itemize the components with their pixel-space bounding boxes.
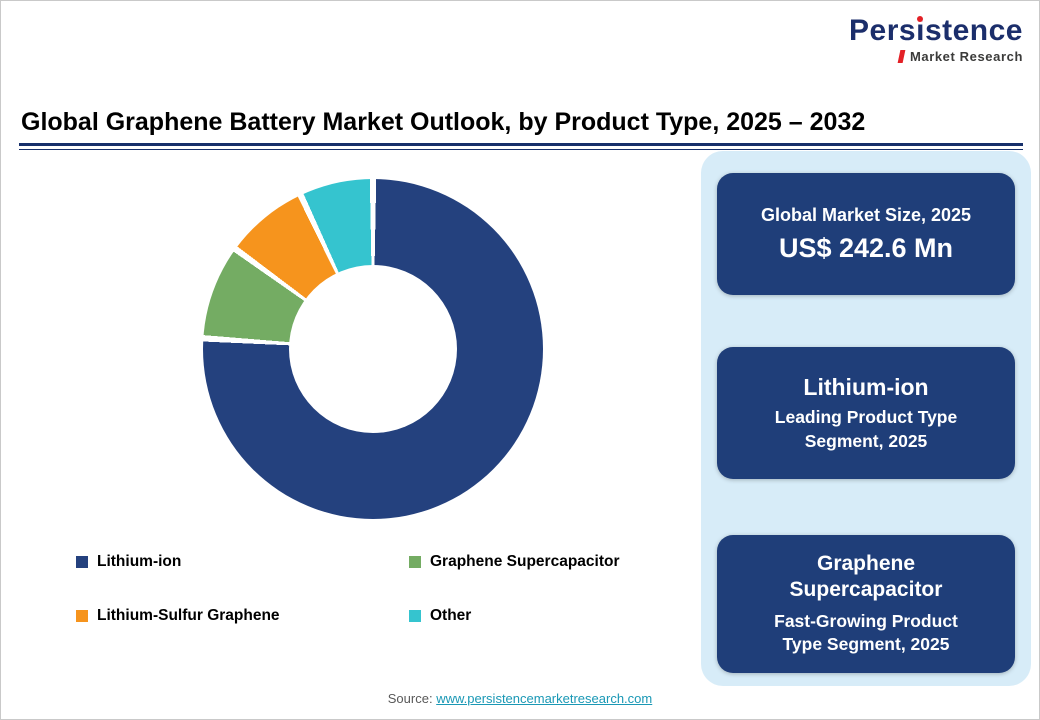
page-title: Global Graphene Battery Market Outlook, … [21, 108, 866, 136]
source-label: Source: [387, 691, 433, 706]
legend-label: Other [430, 607, 472, 624]
stat-box-market-size: Global Market Size, 2025 US$ 242.6 Mn [717, 173, 1015, 295]
legend-label: Lithium-ion [97, 553, 182, 570]
stat-box-title: Lithium-ion [803, 373, 929, 400]
legend-label: Lithium-Sulfur Graphene [97, 607, 280, 624]
brand-name: Persistence [849, 15, 1023, 47]
title-rule-thin [19, 149, 1023, 150]
legend-swatch [76, 610, 88, 622]
donut-hole [289, 265, 457, 433]
brand-subtitle: Market Research [849, 49, 1023, 64]
chart-legend: Lithium-ion Graphene Supercapacitor Lith… [76, 553, 620, 625]
stat-box-description: Fast-Growing Product Type Segment, 2025 [774, 610, 958, 655]
legend-swatch [76, 556, 88, 568]
brand-part: stence [924, 14, 1023, 47]
legend-label: Graphene Supercapacitor [430, 553, 620, 570]
stat-box-description: Leading Product Type Segment, 2025 [774, 407, 958, 451]
donut-chart [203, 179, 543, 519]
legend-item: Lithium-Sulfur Graphene [76, 607, 409, 625]
brand-subtitle-text: Market Research [909, 48, 1023, 64]
legend-item: Lithium-ion [76, 553, 409, 571]
stat-box-leading-segment: Lithium-ion Leading Product Type Segment… [717, 347, 1015, 479]
side-panel: Global Market Size, 2025 US$ 242.6 Mn Li… [701, 151, 1031, 686]
legend-item: Other [409, 607, 620, 625]
stat-box-value: US$ 242.6 Mn [778, 232, 954, 263]
source-line: Source: www.persistencemarketresearch.co… [1, 691, 1039, 706]
stat-box-fast-growing-segment: Graphene Supercapacitor Fast-Growing Pro… [717, 535, 1015, 673]
source-link[interactable]: www.persistencemarketresearch.com [436, 691, 653, 706]
legend-swatch [409, 556, 421, 568]
title-rule-thick [19, 143, 1023, 146]
stat-box-title: Graphene Supercapacitor [789, 552, 943, 602]
legend-item: Graphene Supercapacitor [409, 553, 620, 571]
stat-box-title: Global Market Size, 2025 [760, 205, 972, 226]
brand-i-red-dot: i [916, 14, 925, 47]
logo-red-accent [897, 49, 906, 63]
legend-swatch [409, 610, 421, 622]
pmr-logo: Persistence Market Research [849, 15, 1023, 64]
brand-part: Pers [849, 14, 917, 47]
